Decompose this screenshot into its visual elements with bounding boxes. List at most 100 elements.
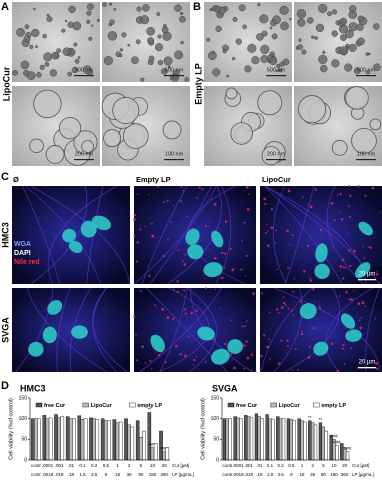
vesicle bbox=[73, 42, 78, 47]
bar bbox=[95, 419, 100, 461]
x-tick-label: 10 bbox=[331, 463, 337, 468]
vesicle bbox=[88, 36, 93, 41]
cell-membrane bbox=[30, 185, 88, 285]
cell-membrane bbox=[149, 185, 212, 285]
significance-label: ### bbox=[149, 442, 157, 447]
lipid-dot bbox=[243, 325, 246, 328]
tem-image: 500 nm bbox=[12, 2, 100, 82]
bar bbox=[80, 419, 85, 461]
bar bbox=[92, 418, 96, 461]
lipid-dot bbox=[151, 235, 154, 238]
legend-swatch bbox=[129, 402, 136, 408]
lipid-dot bbox=[270, 226, 274, 230]
vesicle bbox=[179, 15, 186, 23]
vesicle bbox=[307, 17, 314, 24]
bar bbox=[303, 421, 307, 461]
nucleus bbox=[185, 228, 200, 246]
vesicle bbox=[44, 61, 50, 67]
bar bbox=[54, 414, 58, 461]
vesicle bbox=[43, 52, 53, 62]
lipid-dot bbox=[312, 288, 315, 291]
vesicle bbox=[272, 15, 281, 25]
vesicle bbox=[344, 63, 353, 72]
bar bbox=[292, 420, 296, 461]
vesicle bbox=[107, 31, 118, 41]
vesicle bbox=[180, 11, 184, 16]
x-tick-label: 90 bbox=[321, 472, 327, 477]
scale-bar-label: 200 nm bbox=[267, 151, 286, 157]
lipid-dot bbox=[338, 211, 340, 213]
lipid-dot bbox=[190, 311, 194, 315]
lipid-dot bbox=[224, 342, 227, 346]
lipid-dot bbox=[363, 257, 366, 260]
x-tick-label: contr bbox=[31, 463, 42, 468]
scale-bar-label: 500 nm bbox=[165, 67, 184, 73]
cell-membrane bbox=[273, 287, 303, 373]
legend-swatch bbox=[82, 402, 89, 408]
x-tick-label: 20 bbox=[342, 463, 348, 468]
lipid-dot bbox=[292, 290, 295, 293]
lipid-dot bbox=[155, 237, 158, 239]
vesicle bbox=[29, 44, 34, 49]
lipid-dot bbox=[287, 267, 290, 269]
bar bbox=[42, 415, 47, 461]
lipid-dot bbox=[275, 308, 279, 311]
lipid-dot bbox=[340, 217, 344, 221]
nucleus bbox=[314, 263, 330, 279]
x-tick-label: 3.6 bbox=[91, 472, 98, 477]
vesicle bbox=[353, 67, 361, 75]
cell-membrane bbox=[325, 287, 373, 373]
bar bbox=[345, 451, 350, 461]
vesicle bbox=[242, 24, 247, 30]
image-background bbox=[260, 288, 382, 372]
lipid-dot bbox=[379, 211, 381, 214]
lipid-dot bbox=[201, 188, 204, 191]
lipid-dot bbox=[260, 354, 263, 358]
bar bbox=[118, 421, 123, 461]
scale-bar-label: 500 nm bbox=[357, 67, 376, 73]
lipid-dot bbox=[186, 215, 189, 218]
vesicle bbox=[103, 56, 113, 66]
scale-bar bbox=[358, 367, 376, 369]
lipid-dot bbox=[250, 353, 254, 356]
lipid-dot bbox=[166, 238, 169, 241]
cell-membrane bbox=[284, 185, 315, 285]
nucleus bbox=[358, 221, 373, 236]
vesicle bbox=[16, 27, 25, 37]
vesicle bbox=[314, 36, 319, 40]
bar bbox=[153, 443, 158, 461]
bar bbox=[265, 414, 269, 461]
vesicle bbox=[340, 34, 347, 41]
vesicle bbox=[278, 68, 283, 73]
lipid-dot bbox=[282, 296, 285, 299]
lipid-dot bbox=[184, 253, 187, 256]
chart-title: SVGA bbox=[212, 383, 238, 393]
nucleus bbox=[355, 262, 371, 279]
lipid-dot bbox=[349, 194, 352, 197]
vesicle bbox=[348, 22, 358, 32]
vesicle bbox=[33, 89, 62, 119]
lipid-dot bbox=[350, 298, 354, 301]
lipid-dot bbox=[266, 345, 270, 349]
vesicle bbox=[251, 56, 260, 65]
lipid-dot bbox=[375, 367, 379, 370]
nucleus bbox=[340, 313, 356, 329]
vesicle bbox=[260, 55, 269, 63]
nucleus bbox=[28, 341, 44, 357]
scale-bar-label: 200 nm bbox=[75, 151, 94, 157]
nucleus bbox=[80, 220, 97, 238]
cell-membrane bbox=[272, 185, 287, 285]
bar bbox=[260, 418, 264, 461]
bar bbox=[60, 416, 65, 461]
lipid-dot bbox=[342, 266, 345, 269]
lipid-dot bbox=[284, 304, 287, 306]
vesicle bbox=[74, 58, 80, 64]
x-row-name: LP [µg/mL] bbox=[172, 472, 194, 477]
vesicle bbox=[184, 77, 189, 82]
cell-membrane bbox=[139, 287, 223, 373]
nucleus bbox=[187, 244, 204, 260]
lipid-dot bbox=[341, 347, 344, 350]
lipid-dot bbox=[233, 366, 236, 370]
vesicle bbox=[46, 16, 53, 23]
vesicle bbox=[373, 23, 380, 30]
